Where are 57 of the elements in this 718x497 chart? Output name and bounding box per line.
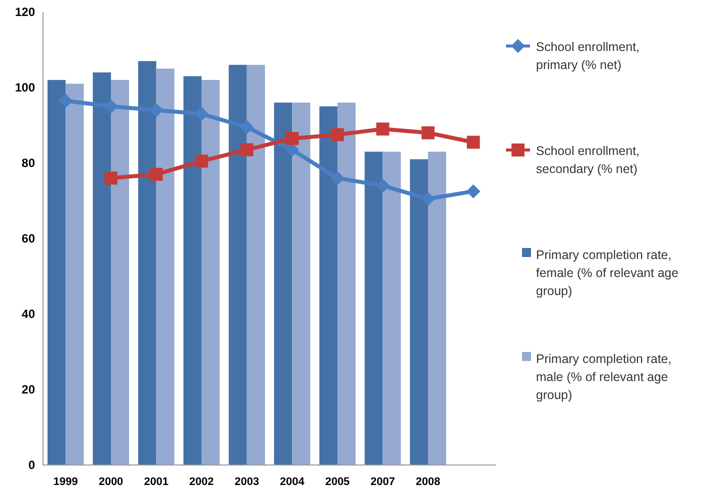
bar xyxy=(428,152,446,465)
point xyxy=(330,128,344,142)
x-tick-label: 2003 xyxy=(234,476,260,488)
bar xyxy=(410,159,428,465)
x-tick-label: 2004 xyxy=(280,476,306,488)
point xyxy=(376,122,390,136)
y-tick-label: 100 xyxy=(14,80,36,95)
point xyxy=(421,192,436,206)
y-tick-label: 0 xyxy=(28,458,36,472)
bar xyxy=(228,64,247,465)
x-tick-label: 2000 xyxy=(98,476,124,488)
bar xyxy=(246,64,265,465)
y-tick-label: 40 xyxy=(22,307,36,322)
y-tick-label: 20 xyxy=(22,382,36,397)
bar xyxy=(48,80,66,465)
point xyxy=(104,172,118,185)
x-tick-label: 2001 xyxy=(144,476,168,488)
point xyxy=(466,136,480,149)
point xyxy=(285,142,300,157)
point xyxy=(240,143,254,156)
point xyxy=(376,178,390,193)
bar xyxy=(337,102,356,465)
legend-label: Primary completion rate, female (% of relevant age group) xyxy=(536,248,678,298)
bar xyxy=(110,80,130,465)
point xyxy=(195,154,208,168)
x-tick-label: 2008 xyxy=(416,476,440,488)
x-tick-label: 2002 xyxy=(189,476,214,488)
point xyxy=(422,126,435,140)
bar xyxy=(319,106,338,465)
bar xyxy=(138,61,156,465)
bar xyxy=(66,84,84,465)
point xyxy=(104,99,118,114)
legend-label: School enrollment, primary (% net) xyxy=(536,40,640,72)
bar xyxy=(156,68,174,465)
x-tick-label: 2007 xyxy=(370,476,395,488)
point xyxy=(194,106,209,121)
y-tick-label: 60 xyxy=(22,232,36,246)
x-tick-label: 1999 xyxy=(53,476,78,488)
bar xyxy=(274,102,292,465)
point xyxy=(150,168,163,181)
point xyxy=(466,184,480,198)
x-tick-label: 2005 xyxy=(325,476,350,488)
y-tick-label: 80 xyxy=(22,156,36,170)
bar xyxy=(382,152,401,465)
legend-label: Primary completion rate, male (% of relevant age group) xyxy=(536,352,672,402)
point xyxy=(286,132,299,145)
point xyxy=(149,103,164,118)
point xyxy=(240,120,254,134)
point xyxy=(58,94,73,108)
bar xyxy=(202,80,220,465)
bar xyxy=(292,102,310,465)
legend-label: School enrollment, secondary (% net) xyxy=(536,144,640,176)
bar xyxy=(183,76,202,465)
bar xyxy=(364,152,383,465)
bar xyxy=(92,72,111,465)
y-tick-label: 120 xyxy=(14,5,36,20)
point xyxy=(330,171,344,186)
